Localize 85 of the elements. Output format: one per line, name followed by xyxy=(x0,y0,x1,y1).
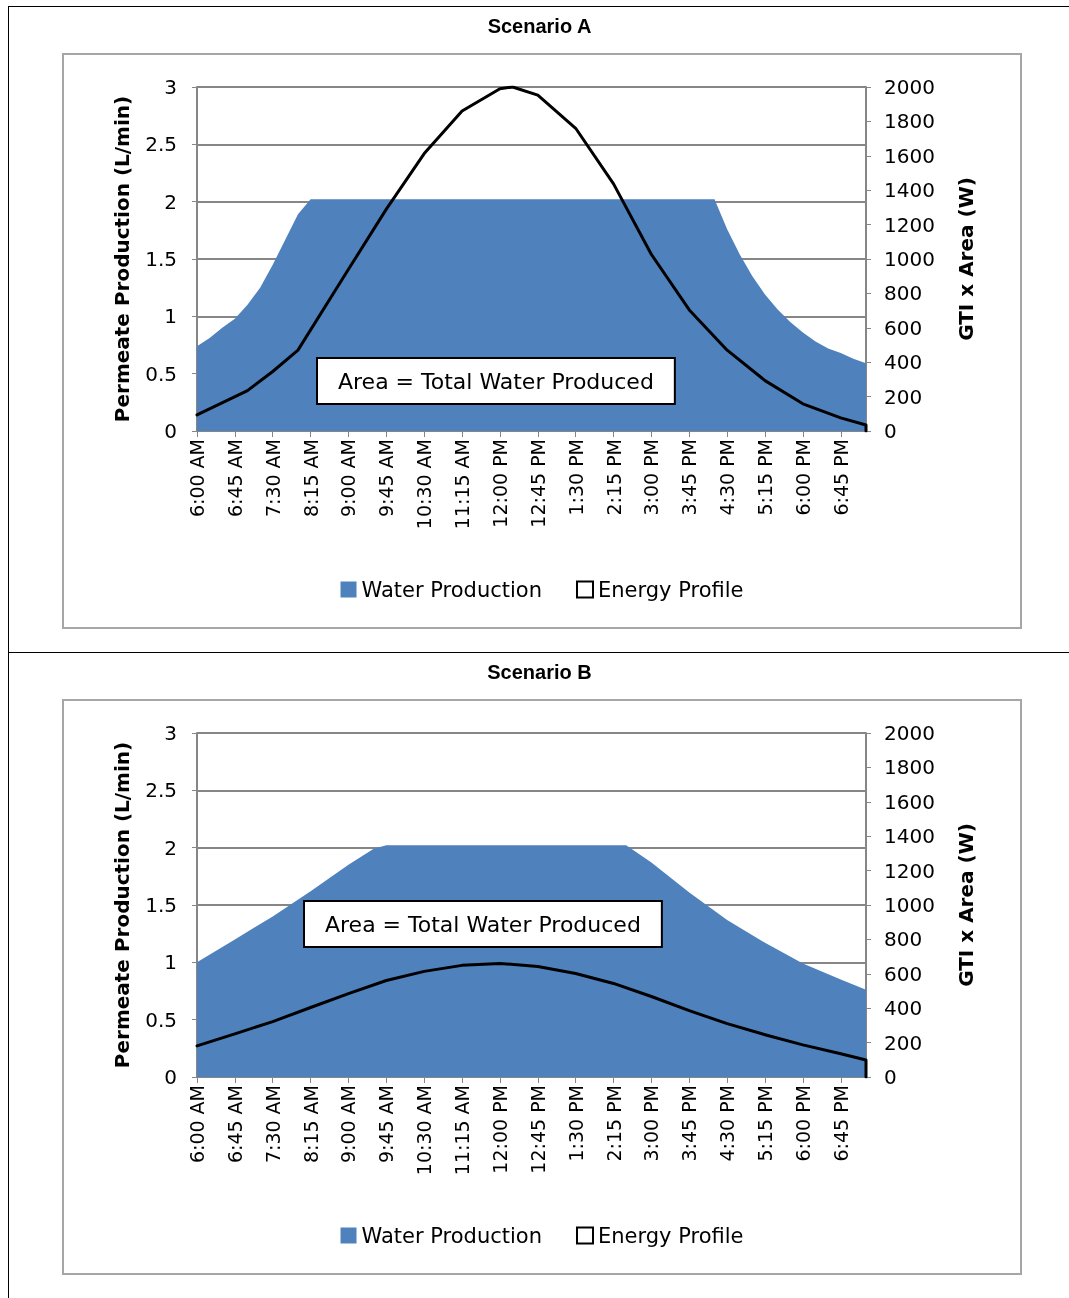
x-tick-label: 2:15 PM xyxy=(602,1085,625,1162)
x-tick-label: 10:30 AM xyxy=(413,439,436,530)
y2-tick-label: 800 xyxy=(884,927,923,952)
annotation: Area = Total Water Produced xyxy=(338,368,654,394)
y2-tick-label: 2000 xyxy=(884,721,935,745)
legend-label: Energy Profile xyxy=(597,1223,744,1248)
y2-axis-title: GTI x Area (W) xyxy=(954,823,978,987)
x-tick-label: 6:00 AM xyxy=(186,1085,208,1164)
x-tick-label: 11:15 AM xyxy=(451,439,474,530)
y2-tick-label: 1800 xyxy=(884,755,935,780)
y-tick-label: 2.5 xyxy=(145,132,177,157)
y2-tick-label: 1200 xyxy=(884,858,935,883)
x-tick-label: 6:00 PM xyxy=(791,1085,814,1162)
y-tick-label: 0 xyxy=(164,419,177,443)
y-tick-label: 2 xyxy=(164,189,177,214)
y-tick-label: 1 xyxy=(164,950,177,975)
x-tick-label: 7:30 AM xyxy=(261,439,284,518)
x-tick-label: 3:00 PM xyxy=(640,439,663,516)
y2-axis-title: GTI x Area (W) xyxy=(954,177,978,341)
x-tick-label: 9:00 AM xyxy=(337,1085,360,1164)
x-tick-label: 3:00 PM xyxy=(640,1085,663,1162)
y-tick-label: 0.5 xyxy=(145,361,177,386)
x-tick-label: 1:30 PM xyxy=(564,439,587,516)
x-tick-label: 7:30 AM xyxy=(261,1085,284,1164)
x-tick-label: 6:45 AM xyxy=(223,439,246,518)
x-tick-label: 9:45 AM xyxy=(375,439,398,518)
x-tick-label: 6:00 PM xyxy=(791,439,814,516)
x-tick-label: 12:00 PM xyxy=(488,439,511,528)
x-tick-label: 8:15 AM xyxy=(299,439,322,518)
y-axis-title: Permeate Production (L/min) xyxy=(110,95,134,423)
x-tick-label: 12:45 PM xyxy=(526,439,549,528)
y2-tick-label: 1000 xyxy=(884,247,935,271)
x-tick-label: 6:00 AM xyxy=(186,439,208,518)
y2-tick-label: 600 xyxy=(884,315,923,340)
legend-label: Water Production xyxy=(361,1223,542,1248)
x-tick-label: 6:45 PM xyxy=(829,439,852,516)
y-tick-label: 1.5 xyxy=(145,247,177,271)
y-tick-label: 1 xyxy=(164,304,177,329)
x-tick-label: 5:15 PM xyxy=(754,1085,777,1162)
x-tick-label: 4:30 PM xyxy=(716,1085,739,1162)
y2-tick-label: 0 xyxy=(884,1065,897,1089)
y2-tick-label: 1600 xyxy=(884,789,935,814)
x-tick-label: 3:45 PM xyxy=(678,1085,701,1162)
y2-tick-label: 200 xyxy=(884,384,923,409)
x-tick-label: 5:15 PM xyxy=(754,439,777,516)
y2-tick-label: 400 xyxy=(884,350,923,375)
x-tick-label: 9:45 AM xyxy=(375,1085,398,1164)
y-tick-label: 0 xyxy=(164,1065,177,1089)
y2-tick-label: 1000 xyxy=(884,893,935,917)
y2-tick-label: 400 xyxy=(884,996,923,1021)
x-tick-label: 9:00 AM xyxy=(337,439,360,518)
x-tick-label: 10:30 AM xyxy=(413,1085,436,1176)
y2-tick-label: 600 xyxy=(884,961,923,986)
x-tick-label: 11:15 AM xyxy=(451,1085,474,1176)
legend-label: Water Production xyxy=(361,577,542,602)
annotation: Area = Total Water Produced xyxy=(325,911,641,937)
y2-tick-label: 1400 xyxy=(884,824,935,849)
y2-tick-label: 200 xyxy=(884,1030,923,1055)
y2-tick-label: 1800 xyxy=(884,109,935,134)
y2-tick-label: 1200 xyxy=(884,212,935,237)
x-tick-label: 8:15 AM xyxy=(299,1085,322,1164)
y2-tick-label: 0 xyxy=(884,419,897,443)
x-tick-label: 2:15 PM xyxy=(602,439,625,516)
legend-label: Energy Profile xyxy=(597,577,744,602)
line-series xyxy=(195,961,868,1079)
x-tick-label: 4:30 PM xyxy=(716,439,739,516)
x-tick-label: 6:45 AM xyxy=(223,1085,246,1164)
y-tick-label: 3 xyxy=(164,721,177,745)
y-tick-label: 0.5 xyxy=(145,1007,177,1032)
y-axis-title: Permeate Production (L/min) xyxy=(110,741,134,1069)
x-tick-label: 12:00 PM xyxy=(488,1085,511,1174)
y-tick-label: 2 xyxy=(164,835,177,860)
x-tick-label: 12:45 PM xyxy=(526,1085,549,1174)
x-tick-label: 3:45 PM xyxy=(678,439,701,516)
x-tick-label: 1:30 PM xyxy=(564,1085,587,1162)
y2-tick-label: 1600 xyxy=(884,143,935,168)
y-tick-label: 1.5 xyxy=(145,893,177,917)
y-tick-label: 2.5 xyxy=(145,778,177,803)
y2-tick-label: 2000 xyxy=(884,75,935,99)
x-tick-label: 6:45 PM xyxy=(829,1085,852,1162)
chart-title: Scenario B xyxy=(486,661,593,684)
y2-tick-label: 800 xyxy=(884,281,923,306)
y2-tick-label: 1400 xyxy=(884,178,935,203)
y-tick-label: 3 xyxy=(164,75,177,99)
chart-title: Scenario A xyxy=(486,15,593,38)
